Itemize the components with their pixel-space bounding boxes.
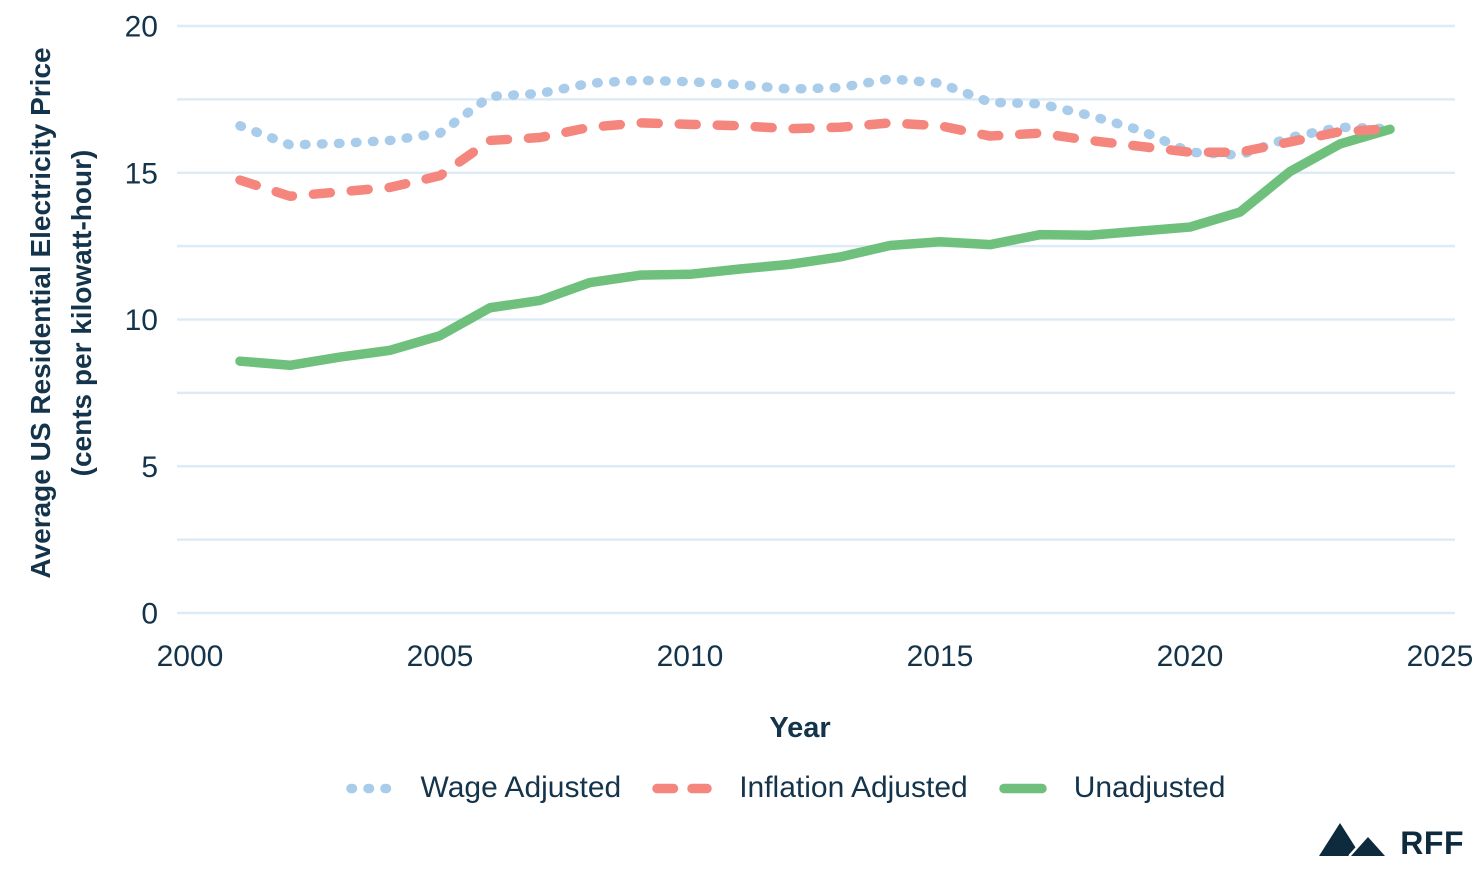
series-line-unadjusted <box>235 124 1395 371</box>
dotted-line-swatch-icon <box>345 783 394 793</box>
x-axis-tick-labels: 2000 2005 2010 2015 2020 2025 <box>157 640 1474 673</box>
mountains-icon <box>1319 823 1388 858</box>
series-lines <box>235 74 1395 371</box>
y-axis-tick-labels: 0 5 10 15 20 <box>125 11 158 631</box>
x-tick-label: 2000 <box>157 640 224 673</box>
legend-item-unadjusted: Unadjusted <box>998 771 1226 805</box>
x-tick-label: 2005 <box>407 640 474 673</box>
y-axis-title-line2: (cents per kilowatt-hour) <box>66 149 97 477</box>
gridlines <box>177 24 1455 615</box>
series-line-inflation-adjusted <box>235 118 1395 201</box>
legend-label: Wage Adjusted <box>420 771 622 804</box>
x-tick-label: 2010 <box>657 640 724 673</box>
series-line-wage-adjusted <box>235 74 1395 160</box>
x-tick-label: 2020 <box>1157 640 1224 673</box>
y-tick-label: 15 <box>125 157 158 190</box>
y-axis-title-line1: Average US Residential Electricity Price <box>25 47 57 579</box>
legend-item-wage-adjusted: Wage Adjusted <box>345 771 622 805</box>
legend-label: Unadjusted <box>1073 771 1226 804</box>
legend-item-inflation-adjusted: Inflation Adjusted <box>651 771 968 805</box>
x-axis-title: Year <box>769 712 831 744</box>
solid-line-swatch-icon <box>998 783 1047 793</box>
x-tick-label: 2015 <box>907 640 974 673</box>
dashed-line-swatch-icon <box>652 783 712 793</box>
legend: Wage Adjusted Inflation Adjusted Unadjus… <box>90 768 1480 808</box>
y-tick-label: 5 <box>141 451 158 484</box>
rff-logo: RFF <box>1317 820 1464 861</box>
logo-text: RFF <box>1400 824 1464 861</box>
x-tick-label: 2025 <box>1407 640 1474 673</box>
y-axis-title: Average US Residential Electricity Price… <box>21 0 103 643</box>
y-tick-label: 0 <box>141 598 158 631</box>
y-tick-label: 10 <box>125 304 158 337</box>
y-tick-label: 20 <box>125 11 158 44</box>
legend-label: Inflation Adjusted <box>739 771 968 804</box>
